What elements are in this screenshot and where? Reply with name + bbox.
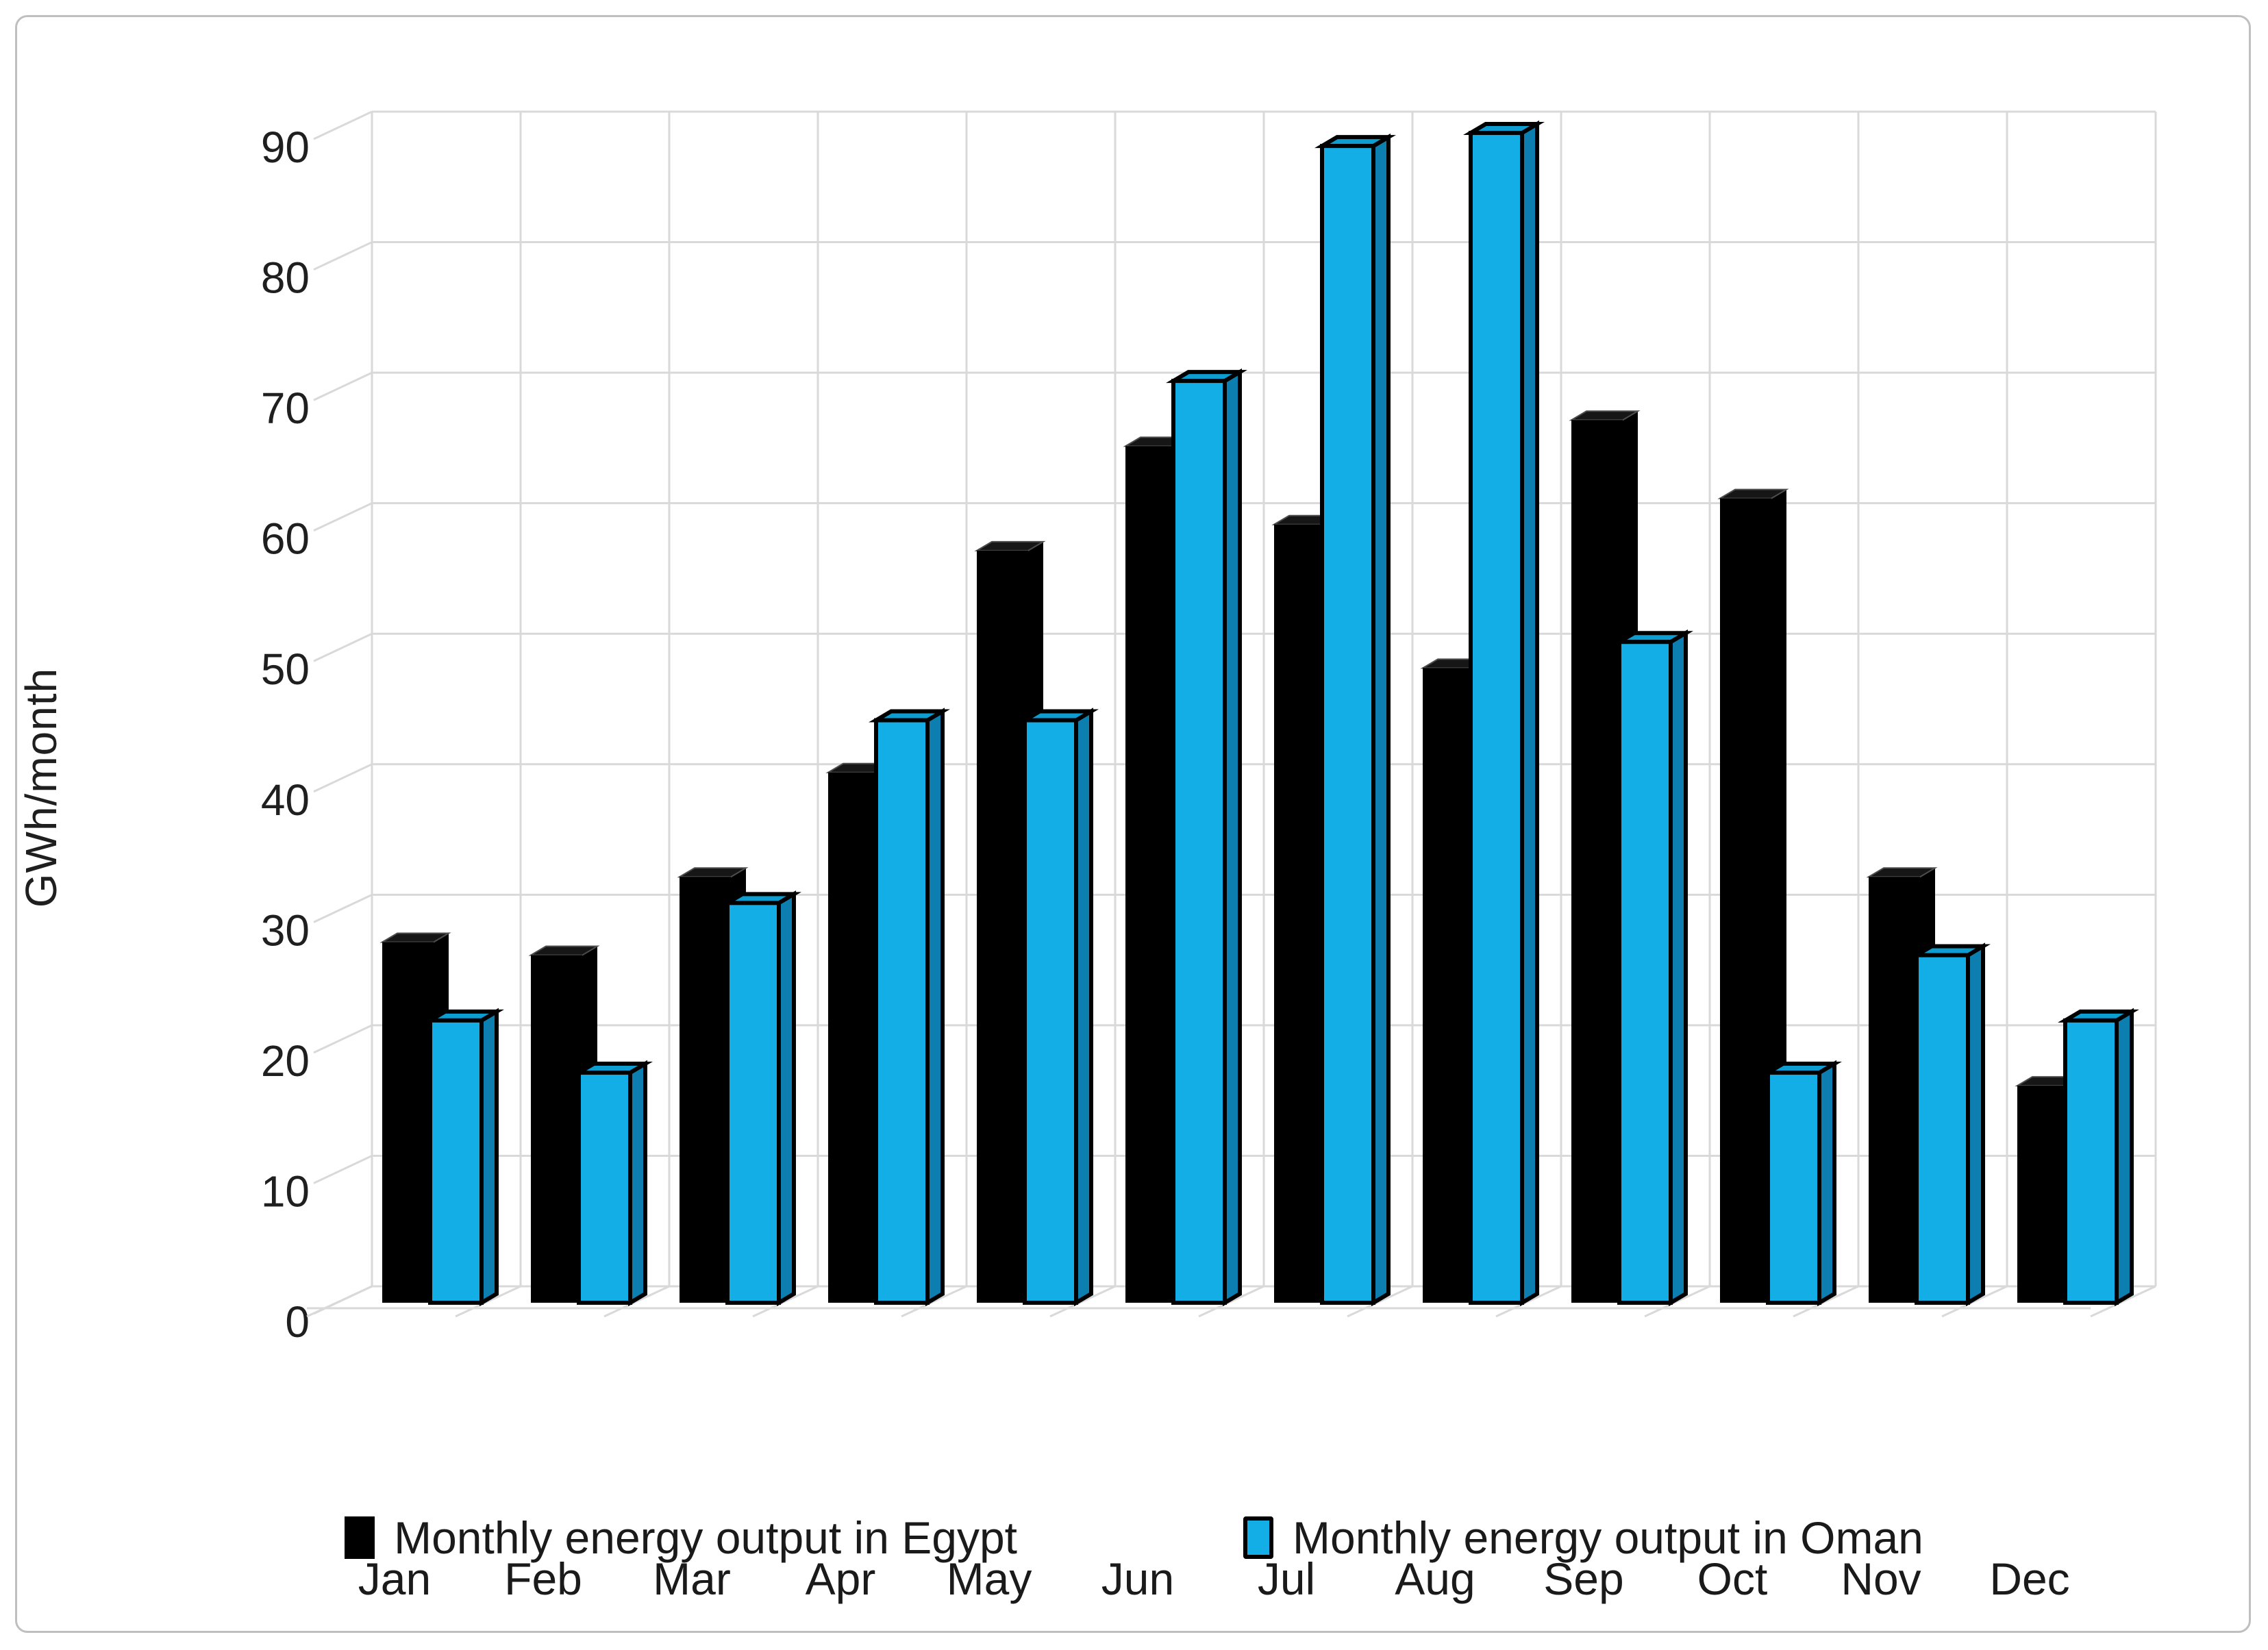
oman-bar [1617, 640, 1673, 1305]
egypt-bar [531, 955, 582, 1303]
oman-bar-side [479, 1008, 499, 1307]
egypt-bar [382, 942, 434, 1303]
oman-bar [1766, 1071, 1821, 1305]
oman-bar-side [1074, 708, 1093, 1307]
y-axis-tick [313, 893, 373, 923]
x-axis-tick [1644, 1285, 1710, 1318]
y-axis-tick [313, 763, 373, 793]
egypt-bar [680, 877, 731, 1303]
oman-bar [1915, 953, 1970, 1305]
x-tick-label: Jan [358, 1553, 431, 1604]
x-tick-label: Aug [1395, 1553, 1475, 1604]
legend-label-oman: Monthly energy output in Oman [1293, 1512, 1923, 1563]
egypt-bar [977, 550, 1028, 1303]
y-axis-tick [313, 632, 373, 662]
legend-item-oman: Monthly energy output in Oman [1243, 1512, 1923, 1564]
egypt-bar [828, 772, 880, 1303]
y-tick-label: 10 [261, 1166, 310, 1216]
x-axis-tick [1495, 1285, 1562, 1318]
x-tick-label: May [947, 1553, 1032, 1604]
oman-bar [874, 718, 930, 1305]
y-tick-label: 80 [261, 253, 310, 303]
legend-swatch-egypt [345, 1516, 375, 1559]
x-axis-tick [752, 1285, 819, 1318]
oman-bar-side [1817, 1060, 1836, 1307]
oman-bar-side [1371, 133, 1391, 1307]
egypt-bar [1720, 498, 1771, 1303]
x-tick-label: Jul [1258, 1553, 1315, 1604]
x-tick-label: Oct [1697, 1553, 1768, 1604]
x-axis-tick [1793, 1285, 1859, 1318]
x-axis-tick [1198, 1285, 1264, 1318]
oman-bar [1320, 144, 1375, 1305]
x-tick-label: Dec [1989, 1553, 2069, 1604]
legend-item-egypt: Monthly energy output in Egypt [345, 1512, 1017, 1564]
y-tick-label: 20 [261, 1036, 310, 1086]
x-tick-label: Apr [806, 1553, 876, 1604]
legend: Monthly energy output in Egypt Monthly e… [0, 1483, 2268, 1592]
y-axis-tick [313, 502, 373, 532]
egypt-bar [1125, 446, 1177, 1303]
y-tick-label: 0 [285, 1297, 310, 1347]
egypt-bar [1274, 524, 1325, 1303]
egypt-bar [1869, 877, 1920, 1303]
egypt-bar [1571, 420, 1623, 1303]
y-tick-label: 30 [261, 905, 310, 955]
y-axis-tick [313, 371, 373, 401]
y-axis-tick [313, 1024, 373, 1054]
oman-bar [1023, 718, 1078, 1305]
oman-bar [428, 1018, 484, 1305]
oman-bar [1469, 131, 1524, 1305]
x-axis-tick [1049, 1285, 1116, 1318]
y-tick-label: 70 [261, 384, 310, 433]
oman-bar-side [1966, 942, 1985, 1307]
oman-bar-side [628, 1060, 647, 1307]
oman-bar [1171, 379, 1227, 1305]
x-axis-tick [2090, 1285, 2156, 1318]
x-tick-label: Mar [653, 1553, 731, 1604]
y-tick-label: 90 [261, 123, 310, 172]
egypt-bar [1423, 668, 1474, 1303]
y-axis-tick [313, 110, 373, 140]
x-axis-tick [306, 1285, 373, 1318]
oman-bar [577, 1071, 632, 1305]
x-tick-label: Sep [1543, 1553, 1623, 1604]
oman-bar [725, 901, 781, 1305]
oman-bar-side [925, 708, 945, 1307]
oman-bar-side [2115, 1008, 2134, 1307]
x-axis-tick [455, 1285, 521, 1318]
y-axis-title: GWh/month [16, 667, 66, 908]
x-axis-tick [1347, 1285, 1413, 1318]
x-axis-tick [1941, 1285, 2008, 1318]
oman-bar-side [1669, 629, 1688, 1307]
oman-bar-side [777, 890, 796, 1307]
x-axis-tick [901, 1285, 967, 1318]
oman-bar-side [1520, 120, 1539, 1307]
oman-bar-side [1223, 368, 1242, 1307]
y-tick-label: 40 [261, 775, 310, 825]
legend-swatch-oman [1243, 1516, 1274, 1559]
x-tick-label: Nov [1841, 1553, 1921, 1604]
egypt-bar [2017, 1086, 2069, 1303]
x-axis-tick [603, 1285, 670, 1318]
y-axis-tick [313, 1155, 373, 1184]
legend-label-egypt: Monthly energy output in Egypt [394, 1512, 1018, 1563]
oman-bar [2063, 1018, 2119, 1305]
y-axis-tick [313, 241, 373, 271]
x-tick-label: Feb [504, 1553, 582, 1604]
figure-border [15, 15, 2251, 1633]
y-tick-label: 60 [261, 514, 310, 564]
y-tick-label: 50 [261, 645, 310, 694]
x-tick-label: Jun [1101, 1553, 1174, 1604]
